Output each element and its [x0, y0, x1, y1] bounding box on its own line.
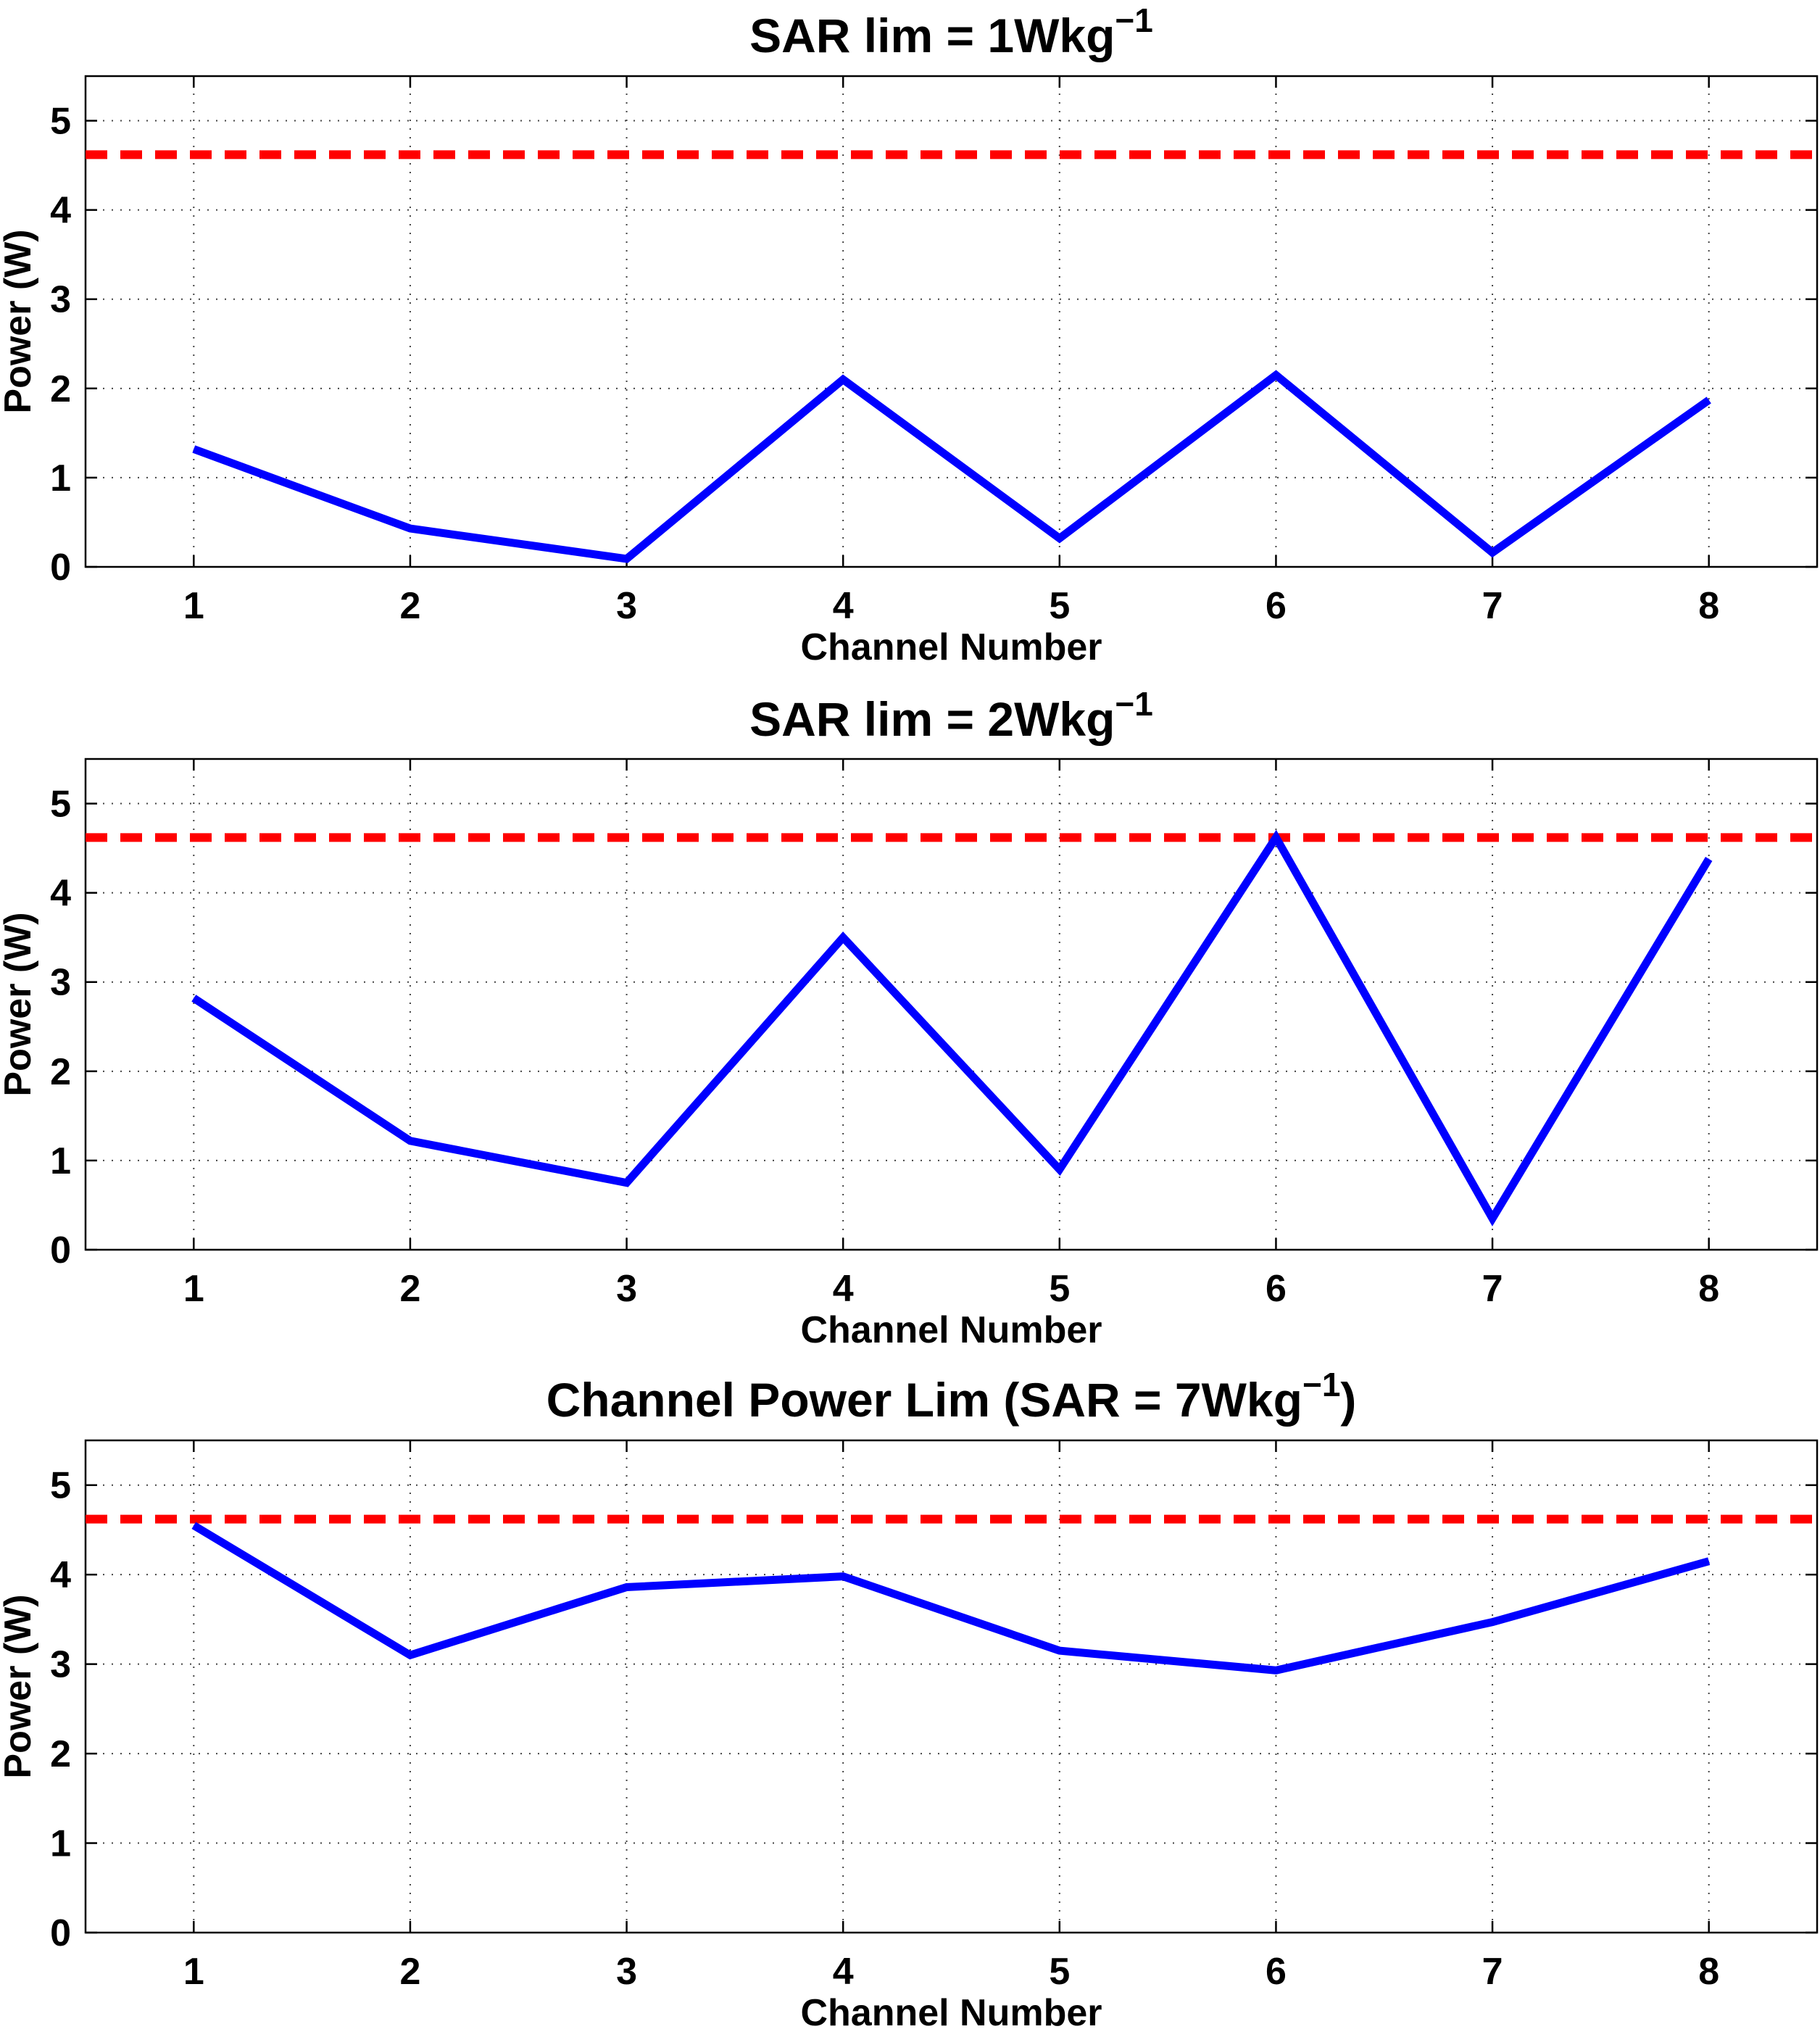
- chart-title: SAR lim = 1Wkg−1: [749, 1, 1153, 62]
- data-point-4: [842, 1576, 844, 1577]
- x-tick-label: 7: [1482, 585, 1503, 627]
- series-line-1: [191, 829, 1713, 1227]
- chart-title: SAR lim = 2Wkg−1: [749, 685, 1153, 746]
- x-tick-label: 6: [1266, 1268, 1287, 1310]
- axes-box: [84, 758, 1819, 1251]
- y-tick-label: 0: [50, 1912, 71, 1954]
- y-tick-label: 1: [50, 1140, 71, 1182]
- x-tick-label: 4: [833, 1951, 854, 1993]
- x-tick-label: 4: [833, 1268, 854, 1310]
- x-tick-label: 3: [616, 1268, 637, 1310]
- y-axis-label: Power (W): [0, 1594, 39, 1778]
- y-tick-label: 0: [50, 547, 71, 589]
- data-point-7: [1492, 552, 1493, 553]
- title-superscript: −1: [1115, 1, 1152, 39]
- y-tick-label: 4: [50, 873, 71, 915]
- y-tick-label: 1: [50, 457, 71, 499]
- plot-area: [86, 1440, 1817, 1933]
- title-superscript: −1: [1302, 1366, 1340, 1403]
- y-tick-label: 4: [50, 190, 71, 232]
- chart-title: Channel Power Lim (SAR = 7Wkg−1): [547, 1366, 1357, 1427]
- y-tick-label: 4: [50, 1554, 71, 1596]
- x-tick-label: 5: [1049, 585, 1070, 627]
- y-axis-label: Power (W): [0, 912, 39, 1096]
- chart-panel-1: 1 2 3 4 5 6 7 8 0 1 2 3 4 5 SAR lim = 1Wkg−1 Channel Nu…: [0, 1, 1819, 668]
- x-tick-label: 3: [616, 585, 637, 627]
- series-line-1: [191, 1522, 1711, 1675]
- x-tick-label: 2: [399, 1951, 420, 1993]
- y-tick-label: 5: [50, 784, 71, 826]
- data-point-3: [626, 1182, 628, 1184]
- x-tick-label: 7: [1482, 1951, 1503, 1993]
- x-tick-label: 3: [616, 1951, 637, 1993]
- chart-panel-3: 1 2 3 4 5 6 7 8 0 1 2 3 4 5 Channel Power Lim (SAR = 7…: [0, 1366, 1819, 2029]
- x-axis-label: Channel Number: [800, 626, 1102, 668]
- x-tick-label: 1: [183, 585, 204, 627]
- x-tick-label: 5: [1049, 1951, 1070, 1993]
- x-tick-label: 6: [1266, 1951, 1287, 1993]
- y-tick-label: 5: [50, 1465, 71, 1507]
- y-tick-label: 3: [50, 962, 71, 1004]
- x-tick-label: 1: [183, 1268, 204, 1310]
- y-tick-label: 2: [50, 368, 71, 410]
- series-line-1: [192, 370, 1711, 563]
- data-point-3: [626, 558, 628, 560]
- data-point-8: [1708, 858, 1710, 860]
- data-point-4: [842, 379, 844, 381]
- data-point-4: [842, 937, 844, 938]
- data-point-5: [1059, 1169, 1060, 1170]
- data-point-7: [1492, 1218, 1493, 1219]
- y-tick-label: 3: [50, 1644, 71, 1686]
- x-tick-label: 8: [1698, 1268, 1719, 1310]
- axes-box: [84, 1439, 1819, 1934]
- y-tick-label: 3: [50, 279, 71, 321]
- data-point-5: [1059, 538, 1060, 539]
- y-tick-label: 5: [50, 101, 71, 143]
- x-tick-label: 7: [1482, 1268, 1503, 1310]
- title-suffix: ): [1340, 1373, 1356, 1427]
- y-tick-label: 0: [50, 1229, 71, 1271]
- plot-area: [86, 759, 1817, 1250]
- x-axis-label: Channel Number: [800, 1992, 1102, 2029]
- data-point-8: [1708, 399, 1710, 401]
- x-tick-label: 5: [1049, 1268, 1070, 1310]
- y-tick-label: 1: [50, 1823, 71, 1865]
- x-tick-label: 2: [399, 1268, 420, 1310]
- x-tick-label: 6: [1266, 585, 1287, 627]
- axes-box: [84, 75, 1819, 568]
- y-axis-label: Power (W): [0, 229, 39, 413]
- x-tick-label: 2: [399, 585, 420, 627]
- y-tick-label: 2: [50, 1051, 71, 1093]
- y-tick-label: 2: [50, 1733, 71, 1775]
- title-superscript: −1: [1115, 685, 1152, 723]
- data-point-3: [626, 1586, 628, 1588]
- x-tick-label: 1: [183, 1951, 204, 1993]
- x-tick-label: 4: [833, 585, 854, 627]
- plot-area: [86, 76, 1817, 567]
- x-axis-label: Channel Number: [800, 1309, 1102, 1351]
- chart-panel-2: 1 2 3 4 5 6 7 8 0 1 2 3 4 5 SAR lim = 2Wkg−1 Channel Nu…: [0, 685, 1819, 1351]
- x-tick-label: 8: [1698, 1951, 1719, 1993]
- x-tick-label: 8: [1698, 585, 1719, 627]
